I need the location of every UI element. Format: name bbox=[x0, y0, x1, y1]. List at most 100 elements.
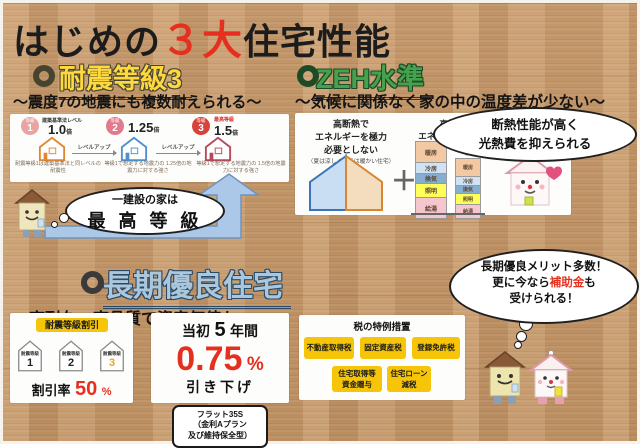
house-mascot-left bbox=[13, 189, 51, 237]
energy-ventilation: 換気 bbox=[416, 174, 446, 184]
energy-heating-small: 暖房 bbox=[456, 159, 480, 177]
insulation-line3: 必要としない bbox=[323, 145, 378, 155]
discount-rate-label: 割引率 bbox=[31, 383, 71, 398]
grade3-number: 3 bbox=[198, 122, 204, 134]
discount-house-1: 耐震等級 1 bbox=[17, 339, 43, 373]
grade3-top-label: 最高等級 bbox=[214, 117, 235, 123]
house-mascot-zeh bbox=[503, 149, 562, 206]
title-pre: はじめの bbox=[13, 21, 162, 62]
flat35s-box: フラット35S （金利Aプラン 及び維持保全型） bbox=[172, 405, 268, 448]
highest-grade-bubble: 一建設の家は 最 高 等 級 bbox=[65, 187, 225, 235]
energy-table-before: 暖房 冷房 換気 照明 給湯 bbox=[415, 141, 447, 219]
house-icon-level3 bbox=[204, 136, 232, 162]
insulation-line1: 高断熱で bbox=[332, 119, 369, 129]
energy-hotwater: 給湯 bbox=[416, 198, 446, 218]
tax-button-fudosan: 不動産取得税 bbox=[304, 337, 354, 359]
grade2-number: 2 bbox=[112, 122, 118, 134]
house-icon-level2 bbox=[120, 136, 148, 162]
flat35s-line3: 及び維持保全型） bbox=[188, 430, 252, 440]
thought-dot bbox=[514, 341, 522, 349]
grade1-top-label: 建築基準法レベル bbox=[42, 118, 83, 124]
grade3-value: 1.5倍 bbox=[214, 123, 238, 138]
tax-button-loan: 住宅ローン 減税 bbox=[387, 366, 431, 392]
taishin-heading: 耐震等級3 bbox=[59, 57, 193, 100]
subsidy-line2: 更に今なら補助金も bbox=[451, 274, 637, 290]
subsidy-bubble: 長期優良メリット多数！ 更に今なら補助金も 受けられる！ bbox=[449, 249, 639, 324]
house-mascot-yellow bbox=[483, 351, 527, 404]
tax-shutoku-line2: 資金贈与 bbox=[342, 379, 372, 389]
loan-rate-value: 0.75 bbox=[176, 340, 243, 378]
tax-button-kotei: 固定資産税 bbox=[360, 337, 406, 359]
thought-dot bbox=[516, 331, 527, 342]
loan-line1: 当初 5 年間 bbox=[151, 319, 289, 342]
title-highlight: ３大 bbox=[161, 19, 244, 63]
discount-house-2: 耐震等級 2 bbox=[58, 339, 84, 373]
grade2-value-num: 1.25 bbox=[128, 120, 154, 135]
subsidy-line2-post: も bbox=[584, 277, 596, 289]
grade1-value-unit: 倍 bbox=[66, 130, 73, 136]
insulated-house-icon bbox=[309, 154, 383, 211]
tax-header: 税の特例措置 bbox=[353, 322, 411, 333]
discount-tag: 耐震等級割引 bbox=[36, 318, 108, 332]
energy-cooling: 冷房 bbox=[416, 163, 446, 174]
house-icon-level1 bbox=[38, 136, 66, 162]
levelup-arrow-1: レベルアップ bbox=[72, 143, 117, 156]
discount-house2-label: 耐震等級 bbox=[62, 351, 80, 356]
taishin-ring-icon bbox=[33, 65, 55, 87]
tax-button-shutoku: 住宅取得等 資金贈与 bbox=[332, 366, 382, 392]
energy-hotwater-small: 給湯 bbox=[456, 205, 480, 218]
discount-house2-num: 2 bbox=[67, 357, 75, 369]
title-post: 住宅性能 bbox=[243, 21, 392, 62]
choki-heading: 長期優良住宅 bbox=[103, 261, 291, 309]
grade1-caption: 耐震等級1は建築基準法と同レベルの耐震性 bbox=[15, 161, 101, 175]
bubble-line2: 最 高 等 級 bbox=[87, 211, 203, 231]
discount-house-3: 耐震等級 3 bbox=[99, 339, 125, 373]
grade3-circle: 等級 3 bbox=[192, 117, 210, 135]
taishin-panel: 等級 1 建築基準法レベル 1.0倍 レベルアップ 耐震等級1は建築基準法と同レ… bbox=[10, 114, 289, 182]
energy-cooling-small: 冷房 bbox=[456, 177, 480, 186]
discount-panel: 耐震等級割引 耐震等級 1 耐震等級 2 耐震等級 3 割引率 50 % bbox=[10, 313, 133, 403]
loan-suffix: 年間 bbox=[230, 323, 259, 339]
discount-house3-label: 耐震等級 bbox=[103, 351, 121, 356]
tax-shutoku-line1: 住宅取得等 bbox=[338, 369, 376, 378]
discount-rate-unit: % bbox=[101, 386, 112, 398]
energy-table-after: 暖房 冷房 換気 照明 給湯 bbox=[455, 158, 481, 219]
levelup-label-1: レベルアップ bbox=[77, 145, 111, 151]
tax-panel: 税の特例措置 不動産取得税 固定資産税 登録免許税 住宅取得等 資金贈与 住宅ロ… bbox=[299, 315, 465, 400]
zeh-cloud-line2: 光熱費を抑えられる bbox=[478, 137, 592, 151]
grade1-value-num: 1.0 bbox=[48, 122, 67, 137]
flat35s-line2: （金利Aプラン bbox=[193, 420, 247, 430]
grade2-badge: 等級 bbox=[110, 118, 120, 123]
grade1-circle: 等級 1 bbox=[21, 117, 39, 135]
flat35s-line1: フラット35S bbox=[196, 410, 244, 419]
grade2-caption: 等級1で想定する地震力の 1.25倍の地震力に対する強さ bbox=[104, 161, 192, 175]
zeh-cloud-line1: 断熱性能が高く bbox=[491, 118, 579, 132]
page-title: はじめの３大住宅性能 bbox=[13, 8, 391, 66]
grade1-number: 1 bbox=[27, 122, 33, 134]
insulation-line2: エネルギーを極力 bbox=[314, 132, 387, 142]
grade3-caption: 等級1で想定する地震力の 1.5倍の地震力に対する強さ bbox=[196, 161, 286, 175]
grade3-badge: 等級 bbox=[196, 118, 206, 123]
discount-rate: 割引率 50 % bbox=[10, 378, 133, 401]
discount-rate-value: 50 bbox=[74, 378, 98, 400]
energy-heating: 暖房 bbox=[416, 142, 446, 163]
grade3-value-unit: 倍 bbox=[232, 131, 239, 137]
grade2-circle: 等級 2 bbox=[106, 117, 124, 135]
loan-action: 引き下げ bbox=[186, 379, 254, 395]
grade1-badge: 等級 bbox=[25, 118, 35, 123]
subsidy-keyword: 補助金 bbox=[549, 277, 585, 289]
grade3-value-num: 1.5 bbox=[214, 123, 233, 138]
plus-sign: ＋ bbox=[391, 166, 418, 196]
bubble-line1: 一建設の家は bbox=[112, 194, 178, 206]
tax-loan-line1: 住宅ローン bbox=[390, 369, 428, 378]
table-baseline bbox=[411, 213, 485, 215]
choki-ring-icon bbox=[81, 271, 104, 294]
levelup-label-2: レベルアップ bbox=[161, 145, 195, 151]
subsidy-line2-pre: 更に今なら bbox=[492, 277, 550, 289]
tax-button-touroku: 登録免許税 bbox=[412, 337, 460, 359]
loan-prefix: 当初 bbox=[181, 323, 210, 339]
bubble-dot bbox=[51, 221, 58, 228]
grade1-value: 1.0倍 bbox=[48, 122, 72, 137]
loan-year: 5 bbox=[214, 319, 226, 341]
